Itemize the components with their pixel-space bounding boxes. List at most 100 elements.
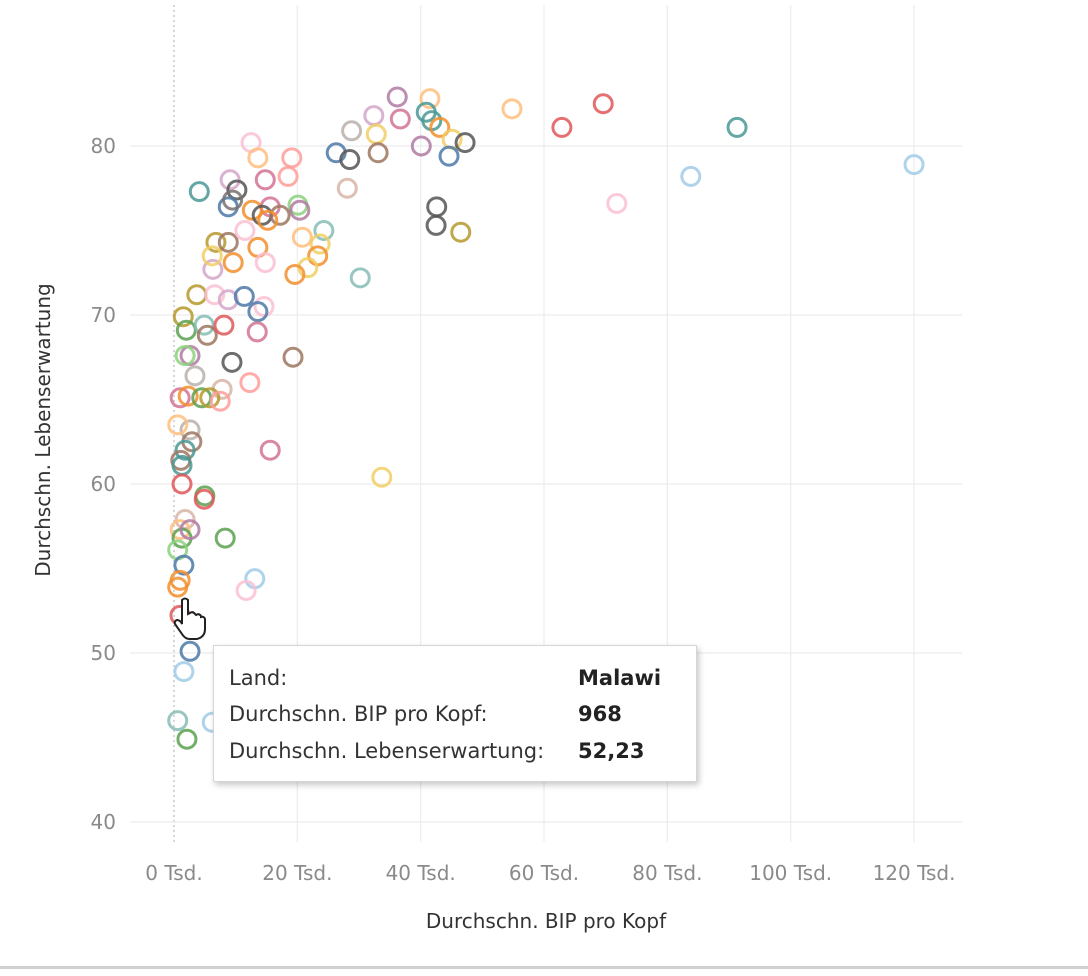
- data-point[interactable]: [234, 220, 256, 241]
- data-point[interactable]: [222, 252, 244, 274]
- x-tick-label: 80 Tsd.: [632, 861, 702, 885]
- y-tick-label: 40: [91, 810, 116, 834]
- data-point[interactable]: [367, 142, 389, 164]
- data-point[interactable]: [339, 149, 361, 171]
- data-point[interactable]: [176, 728, 198, 750]
- data-point[interactable]: [174, 439, 196, 461]
- data-point[interactable]: [173, 554, 195, 576]
- data-point[interactable]: [363, 105, 385, 127]
- data-point[interactable]: [269, 204, 291, 226]
- data-point[interactable]: [239, 372, 261, 394]
- data-point[interactable]: [254, 252, 276, 274]
- x-tick-label: 120 Tsd.: [873, 861, 956, 885]
- data-point[interactable]: [169, 519, 191, 541]
- data-point[interactable]: [179, 519, 201, 541]
- data-point[interactable]: [247, 147, 269, 169]
- data-point[interactable]: [291, 226, 313, 248]
- y-axis-ticks: 40 50 60 70 80: [91, 134, 116, 834]
- data-point[interactable]: [213, 314, 235, 336]
- data-point[interactable]: [389, 108, 411, 130]
- divider: [0, 966, 1088, 969]
- data-point[interactable]: [429, 116, 451, 138]
- data-point[interactable]: [426, 196, 448, 218]
- data-point[interactable]: [309, 233, 331, 255]
- data-point[interactable]: [196, 324, 218, 346]
- data-point[interactable]: [282, 346, 304, 368]
- data-point[interactable]: [193, 488, 215, 510]
- data-point[interactable]: [167, 710, 189, 732]
- data-point[interactable]: [173, 661, 195, 683]
- data-point[interactable]: [277, 165, 299, 187]
- data-point[interactable]: [171, 473, 193, 495]
- data-point[interactable]: [179, 640, 201, 662]
- data-point[interactable]: [349, 267, 371, 289]
- data-point[interactable]: [199, 387, 221, 409]
- data-point[interactable]: [551, 116, 573, 138]
- data-point[interactable]: [167, 576, 189, 598]
- data-point[interactable]: [606, 192, 628, 214]
- data-point[interactable]: [341, 120, 363, 142]
- data-point[interactable]: [726, 116, 748, 138]
- data-point[interactable]: [438, 145, 460, 167]
- data-point[interactable]: [201, 245, 223, 267]
- tooltip-label-land: Land:: [229, 666, 288, 690]
- data-point[interactable]: [184, 365, 206, 387]
- data-point[interactable]: [241, 199, 263, 221]
- data-point[interactable]: [425, 214, 447, 236]
- data-point[interactable]: [281, 147, 303, 169]
- data-point[interactable]: [365, 123, 387, 145]
- data-point[interactable]: [253, 296, 275, 318]
- data-point[interactable]: [204, 284, 226, 306]
- data-point[interactable]: [205, 231, 227, 253]
- data-point[interactable]: [202, 258, 224, 280]
- data-point[interactable]: [501, 98, 523, 120]
- data-point[interactable]: [254, 169, 276, 191]
- data-point[interactable]: [419, 88, 441, 110]
- data-point[interactable]: [172, 306, 194, 328]
- x-tick-label: 60 Tsd.: [509, 861, 579, 885]
- data-point[interactable]: [179, 419, 201, 441]
- data-point[interactable]: [259, 439, 281, 461]
- data-point[interactable]: [371, 466, 393, 488]
- y-tick-label: 70: [91, 303, 116, 327]
- y-tick-label: 60: [91, 472, 116, 496]
- data-point[interactable]: [313, 220, 335, 241]
- grid: [130, 5, 962, 842]
- data-point[interactable]: [226, 179, 248, 201]
- data-point[interactable]: [336, 177, 358, 199]
- hand-cursor-icon: [172, 596, 208, 644]
- data-point[interactable]: [209, 390, 231, 412]
- data-point[interactable]: [167, 414, 189, 436]
- data-point[interactable]: [214, 527, 236, 549]
- x-axis-title: Durchschn. BIP pro Kopf: [426, 909, 667, 933]
- data-point[interactable]: [903, 154, 925, 176]
- data-point[interactable]: [257, 209, 279, 231]
- data-point[interactable]: [284, 263, 306, 285]
- data-point[interactable]: [592, 93, 614, 115]
- data-point[interactable]: [450, 221, 472, 243]
- data-point[interactable]: [186, 284, 208, 306]
- data-point[interactable]: [222, 189, 244, 211]
- data-point[interactable]: [289, 199, 311, 221]
- data-point[interactable]: [233, 285, 255, 307]
- data-point[interactable]: [217, 231, 239, 253]
- data-point[interactable]: [174, 345, 196, 367]
- x-tick-label: 100 Tsd.: [749, 861, 832, 885]
- data-point[interactable]: [410, 135, 432, 157]
- data-point[interactable]: [193, 314, 215, 336]
- data-point[interactable]: [247, 301, 269, 323]
- data-point[interactable]: [177, 385, 199, 407]
- data-point[interactable]: [169, 387, 191, 409]
- data-point[interactable]: [307, 245, 329, 267]
- x-tick-label: 0 Tsd.: [145, 861, 202, 885]
- data-point[interactable]: [246, 321, 268, 343]
- data-point[interactable]: [680, 165, 702, 187]
- data-point[interactable]: [454, 132, 476, 154]
- data-point[interactable]: [235, 579, 257, 601]
- x-tick-label: 40 Tsd.: [386, 861, 456, 885]
- data-point[interactable]: [386, 86, 408, 108]
- data-point[interactable]: [221, 351, 243, 373]
- tooltip-label-life: Durchschn. Lebenserwartung:: [229, 739, 545, 763]
- data-point[interactable]: [188, 181, 210, 203]
